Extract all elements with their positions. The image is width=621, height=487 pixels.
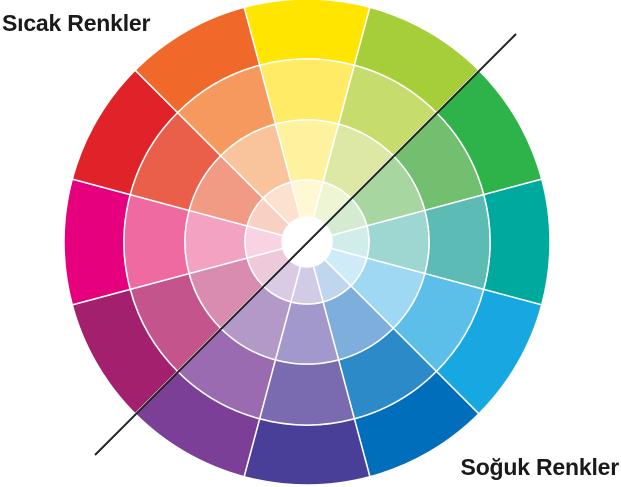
warm-cool-divider-line xyxy=(94,33,517,456)
wheel-segment-outer-3 xyxy=(482,178,551,306)
wheel-segment-outer-6 xyxy=(243,417,371,486)
warm-colors-label: Sıcak Renkler xyxy=(2,10,151,36)
cool-colors-label: Soğuk Renkler xyxy=(460,454,620,480)
wheel-segment-outer-0 xyxy=(243,0,371,67)
wheel-segment-second-6 xyxy=(258,358,356,426)
wheel-segment-second-0 xyxy=(258,58,356,126)
wheel-segment-outer-9 xyxy=(63,178,132,306)
wheel-segment-second-9 xyxy=(123,193,191,291)
wheel-segment-second-3 xyxy=(423,193,491,291)
color-wheel xyxy=(63,0,551,486)
